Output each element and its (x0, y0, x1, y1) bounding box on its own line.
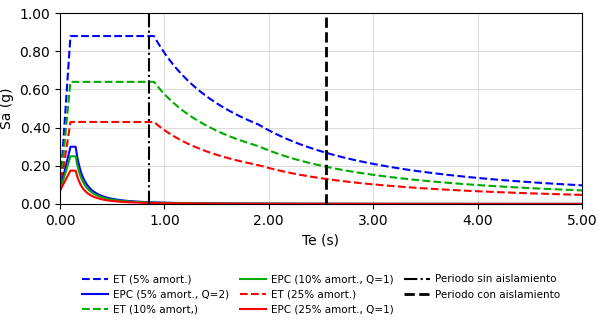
Legend: ET (5% amort.), EPC (5% amort., Q=2), ET (10% amort,), EPC (10% amort., Q=1), ET: ET (5% amort.), EPC (5% amort., Q=2), ET… (77, 270, 565, 319)
X-axis label: Te (s): Te (s) (302, 233, 340, 247)
Y-axis label: Sa (g): Sa (g) (0, 88, 14, 129)
